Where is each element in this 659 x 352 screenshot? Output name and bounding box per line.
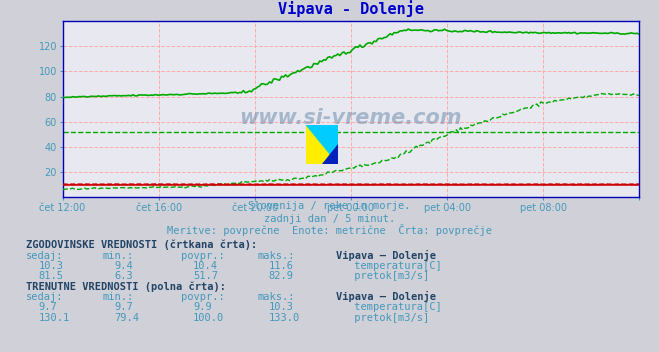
Title: Vipava - Dolenje: Vipava - Dolenje [278, 0, 424, 17]
Text: 10.3: 10.3 [38, 260, 63, 271]
Text: sedaj:: sedaj: [26, 292, 64, 302]
Text: 133.0: 133.0 [269, 313, 300, 323]
Text: sedaj:: sedaj: [26, 251, 64, 261]
Text: 130.1: 130.1 [38, 313, 69, 323]
Text: Vipava – Dolenje: Vipava – Dolenje [336, 250, 436, 261]
Text: 6.3: 6.3 [114, 271, 132, 281]
Text: povpr.:: povpr.: [181, 251, 225, 261]
Text: 9.7: 9.7 [38, 302, 57, 313]
Text: 100.0: 100.0 [193, 313, 224, 323]
Text: 11.6: 11.6 [269, 260, 294, 271]
Polygon shape [306, 125, 338, 164]
Text: Vipava – Dolenje: Vipava – Dolenje [336, 291, 436, 302]
Text: 10.4: 10.4 [193, 260, 218, 271]
Text: povpr.:: povpr.: [181, 292, 225, 302]
Polygon shape [322, 144, 338, 164]
Text: www.si-vreme.com: www.si-vreme.com [240, 108, 462, 128]
Text: 9.9: 9.9 [193, 302, 212, 313]
Polygon shape [306, 125, 338, 164]
Text: ZGODOVINSKE VREDNOSTI (črtkana črta):: ZGODOVINSKE VREDNOSTI (črtkana črta): [26, 240, 258, 250]
Text: 9.7: 9.7 [114, 302, 132, 313]
Text: zadnji dan / 5 minut.: zadnji dan / 5 minut. [264, 214, 395, 224]
Text: 82.9: 82.9 [269, 271, 294, 281]
Text: min.:: min.: [102, 251, 133, 261]
Text: 10.3: 10.3 [269, 302, 294, 313]
Text: TRENUTNE VREDNOSTI (polna črta):: TRENUTNE VREDNOSTI (polna črta): [26, 282, 226, 293]
Text: 9.4: 9.4 [114, 260, 132, 271]
Text: 51.7: 51.7 [193, 271, 218, 281]
Text: Slovenija / reke in morje.: Slovenija / reke in morje. [248, 201, 411, 212]
Text: 81.5: 81.5 [38, 271, 63, 281]
Text: pretok[m3/s]: pretok[m3/s] [348, 313, 429, 323]
Text: 79.4: 79.4 [114, 313, 139, 323]
Text: maks.:: maks.: [257, 251, 295, 261]
Text: min.:: min.: [102, 292, 133, 302]
Text: Meritve: povprečne  Enote: metrične  Črta: povprečje: Meritve: povprečne Enote: metrične Črta:… [167, 224, 492, 236]
Text: pretok[m3/s]: pretok[m3/s] [348, 271, 429, 281]
Text: maks.:: maks.: [257, 292, 295, 302]
Text: temperatura[C]: temperatura[C] [348, 302, 442, 313]
Text: temperatura[C]: temperatura[C] [348, 260, 442, 271]
